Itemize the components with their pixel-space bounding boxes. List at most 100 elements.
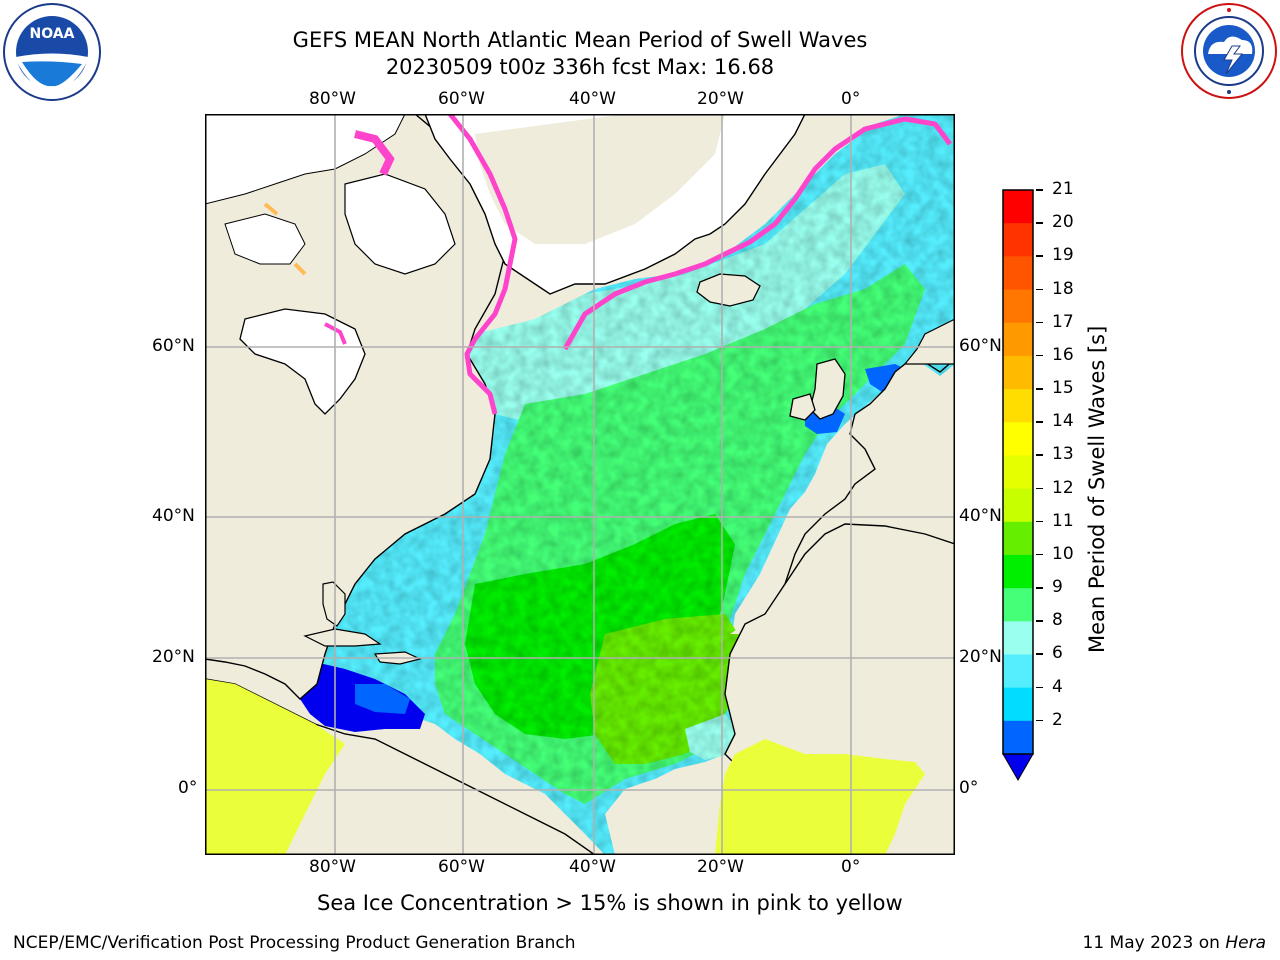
colorbar-band [1003,389,1033,423]
lon-label-bottom-40w: 40°W [569,857,616,877]
colorbar-band [1003,720,1033,755]
map-svg [205,114,955,855]
lat-label-right-60n: 60°N [959,336,1002,356]
noaa-logo: NOAA [2,2,102,102]
colorbar-band [1003,422,1033,456]
lon-label-bottom-80w: 80°W [309,857,356,877]
colorbar-tick-label: 20 [1052,212,1074,233]
chart-title-line2: 20230509 t00z 336h fcst Max: 16.68 [385,55,775,79]
colorbar-extend-min [1002,753,1034,782]
colorbar-tick-mark [1036,388,1043,390]
sea-ice-hudson [324,322,347,345]
colorbar-tick-label: 6 [1052,643,1063,664]
colorbar-label: Mean Period of Swell Waves [s] [1085,325,1109,653]
colorbar-band [1003,521,1033,556]
south-america-field [205,679,345,855]
lat-label-left-60n: 60°N [152,336,195,356]
sea-ice-baffin [354,130,395,176]
colorbar-band [1003,289,1033,324]
lon-label-bottom-0: 0° [841,857,861,877]
colorbar-tick-mark [1036,255,1043,257]
ocean-us-coast [320,494,485,699]
graticule [205,114,955,855]
colorbar-tick-label: 17 [1052,311,1074,332]
lat-label-left-40n: 40°N [152,506,195,526]
greenland-interior [475,114,725,244]
colorbar-tick-mark [1036,719,1043,722]
sea-ice-note: Sea Ice Concentration > 15% is shown in … [317,891,903,915]
map-panel [205,114,955,855]
colorbar-tick-mark [1036,620,1043,622]
colorbar-tick-mark [1036,354,1043,357]
lat-label-right-40n: 40°N [959,506,1002,526]
colorbar-tick-label: 8 [1052,610,1063,631]
europe-africa-land [730,114,955,634]
ocean-lightcyan [467,164,905,424]
lat-label-left-20n: 20°N [152,647,195,667]
colorbar-band [1003,322,1033,357]
colorbar-band [1003,554,1033,589]
footer-credit: NCEP/EMC/Verification Post Processing Pr… [13,933,576,953]
noaa-logo-text: NOAA [30,26,75,42]
colorbar-band [1003,621,1033,655]
colorbar-band [1003,588,1033,622]
chart-title-line1: GEFS MEAN North Atlantic Mean Period of … [292,28,868,52]
colorbar-tick-mark [1036,487,1043,490]
colorbar-tick-mark [1036,686,1043,689]
sea-ice-greenland-east [562,116,952,351]
lon-label-bottom-20w: 20°W [697,857,744,877]
colorbar-tick-label: 15 [1052,378,1074,399]
colorbar-band [1003,256,1033,291]
colorbar-tick-mark [1036,520,1043,523]
colorbar-band [1003,455,1033,490]
colorbar-tick-label: 13 [1052,444,1074,465]
colorbar-tick-label: 9 [1052,577,1063,598]
colorbar-svg [1002,189,1034,782]
colorbar-band [1003,687,1033,722]
map-frame [205,114,955,855]
lon-label-top-40w: 40°W [569,89,616,109]
colorbar-tick-label: 4 [1052,676,1063,697]
sea-ice-labrador [448,114,518,415]
colorbar-band [1003,223,1033,257]
ocean-gulf-guinea [685,714,740,760]
colorbar-tick-mark [1036,189,1043,191]
colorbar-tick-mark [1036,587,1043,589]
colorbar-tick-label: 19 [1052,245,1074,266]
colorbar-tick-label: 10 [1052,543,1074,564]
lon-label-bottom-60w: 60°W [438,857,485,877]
colorbar [1000,188,1036,784]
footer-date: 11 May 2023 on Hera [1083,933,1267,953]
colorbar-band [1003,355,1033,390]
great-britain [809,358,846,420]
lon-label-top-80w: 80°W [309,89,356,109]
colorbar-frame [1002,189,1034,755]
colorbar-tick-mark [1036,653,1043,655]
colorbar-tick-label: 14 [1052,411,1074,432]
lat-label-right-0: 0° [959,778,979,798]
footer-date-text: 11 May 2023 on [1082,933,1226,953]
iceland [696,273,761,307]
colorbar-tick-label: 11 [1052,510,1074,531]
sea-ice-arctic-1 [263,202,279,216]
baffin-island [344,173,456,275]
colorbar-band [1003,190,1033,224]
colorbar-tick-mark [1036,421,1043,423]
hudson-bay [239,308,366,415]
arctic-island-west [224,213,306,265]
colorbar-tick-label: 12 [1052,477,1074,498]
africa-gulf-guinea-field [715,739,925,855]
colorbar-tick-mark [1036,321,1043,324]
colorbar-tick-mark [1036,454,1043,456]
footer-host: Hera [1225,933,1266,953]
colorbar-tick-label: 21 [1052,179,1074,199]
colorbar-band [1003,488,1033,523]
colorbar-band [1003,654,1033,689]
colorbar-tick-mark [1036,222,1043,224]
ireland [789,393,816,421]
nws-logo [1180,2,1278,100]
colorbar-tick-mark [1036,288,1043,291]
colorbar-tick-label: 2 [1052,709,1063,730]
colorbar-tick-label: 16 [1052,344,1074,365]
lat-label-right-20n: 20°N [959,647,1002,667]
